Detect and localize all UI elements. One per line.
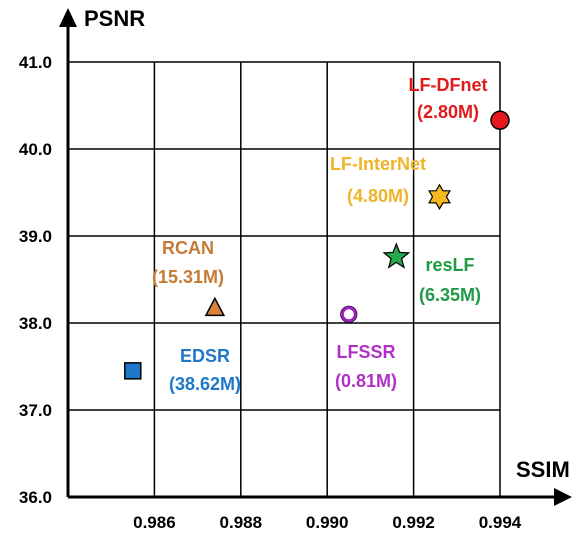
x-tick-label-2: 0.990 [306, 513, 349, 532]
y-tick-label-3: 39.0 [19, 227, 52, 246]
point-reslf-name-label: resLF [425, 255, 474, 275]
point-lf-internet-params-label: (4.80M) [347, 186, 409, 206]
y-tick-label-4: 40.0 [19, 140, 52, 159]
point-reslf-params-label: (6.35M) [419, 285, 481, 305]
data-labels: EDSR (38.62M) RCAN (15.31M) LFSSR (0.81M) resL… [152, 75, 488, 394]
data-points [124, 110, 510, 380]
x-axis-title: SSIM [516, 457, 570, 482]
x-tick-label-0: 0.986 [133, 513, 176, 532]
axes [59, 8, 572, 506]
x-tick-label-3: 0.992 [392, 513, 435, 532]
point-rcan-params-label: (15.31M) [152, 267, 224, 287]
point-lf-internet-name-label: LF-InterNet [330, 154, 426, 174]
point-lf-dfnet-params-label: (2.80M) [417, 102, 479, 122]
y-tick-labels: 36.0 37.0 38.0 39.0 40.0 41.0 [19, 53, 52, 507]
y-tick-label-5: 41.0 [19, 53, 52, 72]
point-edsr-params-label: (38.62M) [169, 374, 241, 394]
point-edsr-name-label: EDSR [180, 346, 230, 366]
point-rcan-name-label: RCAN [162, 238, 214, 258]
point-lf-dfnet-name-label: LF-DFnet [409, 75, 488, 95]
y-tick-label-1: 37.0 [19, 401, 52, 420]
point-edsr-marker [124, 362, 142, 380]
point-lfssr-params-label: (0.81M) [335, 371, 397, 391]
point-reslf-marker [382, 242, 411, 269]
point-lfssr-marker [340, 306, 357, 323]
x-axis-arrow [554, 488, 572, 506]
point-lfssr-name-label: LFSSR [336, 342, 395, 362]
point-lf-dfnet-marker [490, 110, 510, 131]
y-axis-arrow [59, 8, 77, 27]
y-tick-label-2: 38.0 [19, 314, 52, 333]
point-lf-internet-marker [428, 183, 451, 210]
y-axis-title: PSNR [84, 6, 145, 31]
x-tick-label-4: 0.994 [479, 513, 522, 532]
x-tick-labels: 0.986 0.988 0.990 0.992 0.994 [133, 513, 522, 532]
point-rcan-marker [204, 296, 226, 317]
x-tick-label-1: 0.988 [220, 513, 263, 532]
y-tick-label-0: 36.0 [19, 488, 52, 507]
grid-lines [68, 61, 501, 498]
